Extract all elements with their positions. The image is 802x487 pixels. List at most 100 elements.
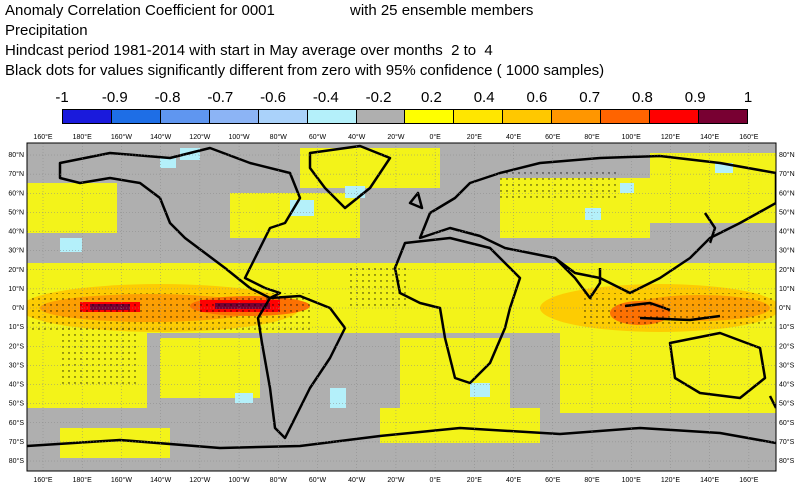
axis-tick-label: 120°W — [189, 133, 210, 141]
axis-tick-label: 140°W — [150, 133, 171, 141]
colorbar-swatch — [209, 110, 259, 123]
axis-tick-label: 30°N — [779, 247, 795, 255]
colorbar-tick-label: 0.9 — [684, 89, 706, 106]
axis-tick-label: 180°E — [73, 476, 92, 484]
axis-tick-label: 160°W — [111, 476, 132, 484]
colorbar-swatch — [160, 110, 210, 123]
axis-tick-label: 20°S — [9, 342, 25, 350]
axis-tick-label: 140°E — [700, 133, 719, 141]
colorbar-swatch — [601, 110, 651, 123]
axis-tick-label: 40°N — [779, 228, 795, 236]
colorbar-swatch — [503, 110, 553, 123]
axis-tick-label: 80°W — [270, 133, 288, 141]
colorbar-swatch — [111, 110, 161, 123]
significance-dots — [30, 168, 776, 388]
left-latitude-labels: 80°N 70°N 60°N 50°N 40°N 30°N 20°N 10°N 0°N 10°S 2… — [8, 151, 24, 465]
graticule — [27, 143, 776, 471]
axis-tick-label: 60°N — [779, 189, 795, 197]
title-significance-note: Black dots for values significantly diff… — [5, 62, 605, 79]
axis-tick-label: 160°E — [33, 476, 52, 484]
top-longitude-labels: 160°E 180°E 160°W 140°W 120°W 100°W 80°W 60°W 40… — [33, 133, 758, 141]
coast-indonesia — [624, 301, 721, 322]
axis-tick-label: 20°W — [387, 133, 405, 141]
axis-tick-label: 40°E — [506, 476, 522, 484]
title-line-1: Anomaly Correlation Coefficient for 0001 — [5, 2, 275, 19]
colorbar-tick-label: -0.6 — [260, 89, 286, 106]
title-hindcast-period: Hindcast period 1981-2014 with start in … — [5, 42, 493, 59]
axis-tick-label: 80°W — [270, 476, 288, 484]
anomaly-correlation-map: 160°E 180°E 160°W 140°W 120°W 100°W 80°W 60°W 40… — [8, 133, 795, 484]
colorbar-tick-label: 0.2 — [420, 89, 442, 106]
axis-tick-label: 60°N — [8, 189, 24, 197]
coast-new-zealand — [768, 395, 776, 409]
axis-tick-label: 100°W — [229, 133, 250, 141]
coast-japan — [703, 212, 717, 244]
axis-tick-label: 40°S — [779, 381, 795, 389]
colorbar-tick-label: -0.9 — [101, 89, 128, 106]
axis-tick-label: 20°S — [779, 342, 795, 350]
axis-tick-label: 80°E — [584, 133, 600, 141]
axis-tick-label: 80°S — [9, 457, 25, 465]
axis-tick-label: 80°E — [584, 476, 600, 484]
axis-tick-label: 20°N — [8, 266, 24, 274]
colorbar-tick-label: -0.2 — [365, 89, 392, 106]
axis-tick-label: 20°E — [467, 476, 483, 484]
colorbar-labels: -1 -0.9 -0.8 -0.7 -0.6 -0.4 -0.2 0.2 0.4 0.6 0.7 0.… — [0, 90, 802, 108]
coast-eurasia — [418, 154, 776, 295]
title-line-1-members: with 25 ensemble members — [350, 2, 534, 19]
axis-tick-label: 0°N — [12, 304, 24, 312]
coastlines — [27, 144, 776, 450]
colorbar-tick-label: -0.8 — [154, 89, 181, 106]
axis-tick-label: 70°S — [779, 438, 795, 446]
map-frame — [26, 142, 777, 472]
right-latitude-labels: 80°N 70°N 60°N 50°N 40°N 30°N 20°N 10°N 0°N 10°S 2… — [779, 151, 795, 465]
coast-india — [554, 257, 602, 300]
colorbar-swatch — [258, 110, 308, 123]
colorbar-swatch — [650, 110, 699, 123]
colorbar-tick-label: 0.8 — [632, 89, 653, 106]
title-variable: Precipitation — [5, 22, 88, 39]
colorbar-swatch — [307, 110, 357, 123]
axis-tick-label: 30°N — [8, 247, 24, 255]
coast-greenland — [308, 144, 392, 210]
colorbar-swatch — [63, 110, 112, 123]
axis-tick-label: 100°E — [622, 133, 641, 141]
colorbar-swatch — [356, 110, 406, 123]
axis-tick-label: 40°W — [348, 133, 366, 141]
coast-antarctica — [27, 426, 776, 450]
coast-africa — [393, 236, 522, 385]
colorbar-tick-label: -0.4 — [312, 89, 339, 106]
colorbar-swatch — [698, 110, 747, 123]
axis-tick-label: 50°S — [779, 400, 795, 408]
axis-tick-label: 60°E — [545, 476, 561, 484]
coast-australia — [668, 331, 767, 400]
axis-tick-label: 160°E — [739, 476, 758, 484]
axis-tick-label: 120°W — [189, 476, 210, 484]
axis-tick-label: 160°E — [33, 133, 52, 141]
coast-north-america — [58, 146, 302, 300]
colorbar-tick-label: 0.4 — [473, 89, 495, 106]
axis-tick-label: 100°E — [622, 476, 641, 484]
axis-tick-label: 40°N — [8, 228, 24, 236]
axis-tick-label: 40°S — [9, 381, 25, 389]
axis-tick-label: 60°S — [779, 419, 795, 427]
axis-tick-label: 50°N — [779, 208, 795, 216]
colorbar-tick-label: 0.6 — [526, 89, 548, 106]
axis-tick-label: 120°E — [661, 476, 680, 484]
axis-tick-label: 180°E — [73, 133, 92, 141]
axis-tick-label: 0°E — [429, 476, 441, 484]
colorbar-tick-label: -0.7 — [207, 89, 234, 106]
axis-tick-label: 60°W — [309, 476, 327, 484]
axis-tick-label: 10°N — [779, 285, 795, 293]
axis-tick-label: 160°W — [111, 133, 132, 141]
axis-tick-label: 50°S — [9, 400, 25, 408]
axis-tick-label: 120°E — [661, 133, 680, 141]
axis-tick-label: 0°N — [779, 304, 791, 312]
axis-tick-label: 10°N — [8, 285, 24, 293]
colorbar-tick-label: 0.7 — [579, 89, 601, 106]
axis-tick-label: 20°N — [779, 266, 795, 274]
colorbar-swatch — [405, 110, 455, 123]
axis-tick-label: 30°S — [9, 361, 25, 369]
bottom-longitude-labels: 160°E 180°E 160°W 140°W 120°W 100°W 80°W 60°W 40… — [33, 476, 758, 484]
axis-tick-label: 140°E — [700, 476, 719, 484]
